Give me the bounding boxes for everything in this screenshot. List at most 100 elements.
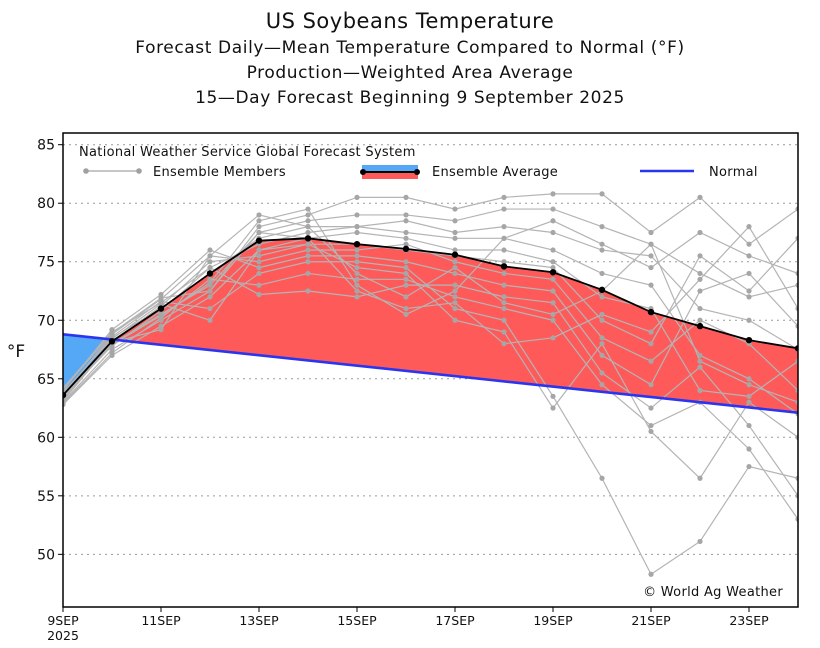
ensemble-average-point <box>745 336 753 344</box>
credit-text: © World Ag Weather <box>643 585 783 600</box>
ensemble-member-point <box>452 218 458 224</box>
ensemble-member-point <box>305 212 311 218</box>
ensemble-member-line <box>63 225 798 390</box>
ensemble-member-point <box>599 352 605 358</box>
ensemble-member-point <box>207 288 213 294</box>
ensemble-member-point <box>354 229 360 236</box>
ensemble-member-point <box>207 264 213 271</box>
ensemble-member-point <box>256 218 262 224</box>
y-tick-label: 65 <box>37 372 55 388</box>
ensemble-member-point <box>501 294 507 300</box>
ensemble-member-point <box>746 294 752 300</box>
ensemble-member-point <box>501 270 507 277</box>
ensemble-member-point <box>403 194 409 200</box>
ensemble-member-point <box>599 224 605 230</box>
ensemble-member-point <box>648 341 654 347</box>
ensemble-member-point <box>109 350 115 356</box>
ensemble-member-point <box>452 229 458 236</box>
ensemble-member-point <box>452 247 458 253</box>
ensemble-average-point <box>157 305 165 312</box>
ensemble-member-point <box>697 194 703 200</box>
ensemble-member-point <box>207 294 213 300</box>
ensemble-member-point <box>158 295 164 301</box>
ensemble-member-point <box>403 276 409 282</box>
y-tick-label: 85 <box>37 138 55 154</box>
ensemble-member-point <box>697 229 703 236</box>
ensemble-member-point <box>550 247 556 253</box>
ensemble-member-point <box>305 259 311 265</box>
x-tick-label: 21SEP <box>631 613 671 628</box>
ensemble-member-point <box>697 538 703 545</box>
ensemble-average-point <box>598 286 606 294</box>
legend-members-label: Ensemble Members <box>153 165 286 180</box>
above-normal-fill <box>650 311 701 403</box>
ensemble-member-point <box>746 270 752 277</box>
ensemble-member-point <box>746 288 752 294</box>
ensemble-member-point <box>207 253 213 259</box>
ensemble-member-point <box>452 294 458 300</box>
ensemble-member-point <box>501 282 507 288</box>
ensemble-member-point <box>648 428 654 435</box>
ensemble-member-point <box>746 446 752 452</box>
ensemble-member-point <box>550 259 556 265</box>
ensemble-member-point <box>305 229 311 236</box>
ensemble-member-point <box>256 270 262 277</box>
ensemble-member-point <box>452 270 458 277</box>
ensemble-member-point <box>256 247 262 253</box>
ensemble-member-point <box>599 341 605 347</box>
ensemble-member-point <box>452 259 458 265</box>
ensemble-member-line <box>63 214 798 403</box>
ensemble-member-point <box>501 194 507 200</box>
ensemble-member-point <box>501 224 507 230</box>
ensemble-member-point <box>648 382 654 388</box>
ensemble-average-point <box>647 308 655 316</box>
ensemble-member-point <box>550 288 556 294</box>
ensemble-member-point <box>207 305 213 312</box>
ensemble-member-point <box>452 300 458 306</box>
ensemble-member-point <box>207 259 213 265</box>
ensemble-member-point <box>599 294 605 300</box>
ensemble-member-point <box>648 358 654 364</box>
chart-subtitle-2: Production—Weighted Area Average <box>246 63 574 83</box>
plot-frame <box>62 132 799 608</box>
x-tick-label: 15SEP <box>337 613 377 628</box>
x-tick-label: 19SEP <box>533 613 573 628</box>
y-tick-label: 60 <box>37 430 55 446</box>
ensemble-member-point <box>256 253 262 259</box>
ensemble-average-point <box>304 235 312 242</box>
ensemble-member-point <box>550 191 556 197</box>
x-tick-label: 9SEP <box>47 613 79 628</box>
ensemble-member-point <box>354 264 360 271</box>
ensemble-member-point <box>305 218 311 224</box>
ensemble-member-point <box>599 241 605 247</box>
ensemble-member-point <box>452 305 458 312</box>
ensemble-member-point <box>746 382 752 388</box>
ensemble-member-point <box>501 259 507 265</box>
ensemble-member-point <box>648 253 654 259</box>
ensemble-member-point <box>550 405 556 411</box>
axes: 50 55 60 65 70 75 80 85 9SEP 11SEP 13SEP 15SEP 17SEP… <box>37 138 769 643</box>
y-tick-label: 55 <box>37 489 55 505</box>
ensemble-member-point <box>305 270 311 277</box>
ensemble-member-point <box>599 191 605 197</box>
ensemble-member-point <box>697 475 703 481</box>
above-normal-fill <box>258 238 309 361</box>
ensemble-member-point <box>354 282 360 288</box>
ensemble-member-point <box>697 305 703 312</box>
ensemble-member-point <box>550 335 556 341</box>
ensemble-member-point <box>599 370 605 376</box>
ensemble-member-point <box>158 327 164 333</box>
ensemble-member-point <box>403 311 409 318</box>
ensemble-member-point <box>550 300 556 306</box>
ensemble-member-point <box>648 229 654 236</box>
ensemble-member-point <box>550 311 556 318</box>
ensemble-member-point <box>256 212 262 218</box>
above-normal-fill <box>552 271 603 393</box>
ensemble-average-point <box>206 270 214 277</box>
ensemble-member-point <box>746 393 752 399</box>
ensemble-member-point <box>354 224 360 230</box>
ensemble-member-point <box>648 405 654 411</box>
ensemble-member-point <box>550 276 556 282</box>
ensemble-member-line <box>63 266 798 497</box>
ensemble-average-point <box>794 345 798 352</box>
